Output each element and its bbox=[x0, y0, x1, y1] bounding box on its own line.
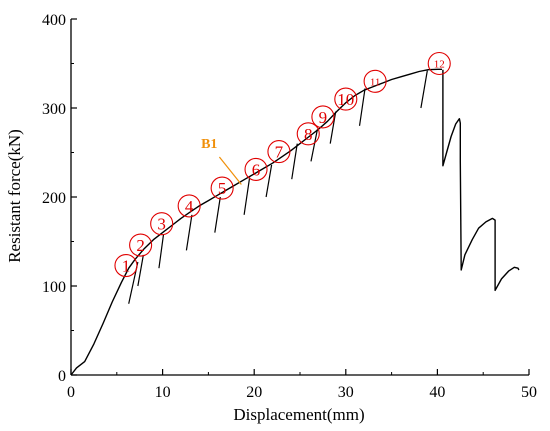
y-tick-label-0: 0 bbox=[58, 368, 66, 385]
marker-circle-9 bbox=[311, 105, 335, 129]
callout-leader-line bbox=[218, 156, 242, 185]
marker-label-4: 4 bbox=[185, 197, 194, 216]
y-tick-label-300: 300 bbox=[42, 101, 66, 118]
x-tick-label-40: 40 bbox=[429, 384, 445, 401]
marker-label-2: 2 bbox=[136, 236, 145, 255]
axes: 0 10 20 30 40 50 0 100 200 300 400 bbox=[42, 12, 537, 401]
series-line-segment-1 bbox=[70, 68, 442, 376]
crack-tick-4 bbox=[185, 214, 193, 251]
marker-label-8: 8 bbox=[304, 125, 313, 144]
marker-circle-6 bbox=[244, 157, 268, 181]
crack-tick-2 bbox=[137, 254, 144, 287]
crack-tick-10 bbox=[329, 111, 337, 144]
marker-label-9: 9 bbox=[319, 108, 328, 127]
marker-label-7: 7 bbox=[275, 143, 284, 162]
marker-circle-1 bbox=[114, 253, 138, 278]
marker-circle-10 bbox=[334, 87, 358, 111]
marker-circle-4 bbox=[177, 194, 201, 218]
marker-circle-8 bbox=[296, 122, 320, 146]
marker-label-1: 1 bbox=[122, 257, 131, 276]
x-tick-label-0: 0 bbox=[67, 384, 75, 401]
crack-tick-11 bbox=[358, 88, 366, 126]
y-tick-label-100: 100 bbox=[42, 279, 66, 296]
marker-circle-11 bbox=[363, 69, 387, 93]
marker-label-6: 6 bbox=[252, 160, 261, 179]
x-tick-label-20: 20 bbox=[246, 384, 262, 401]
marker-label-12: 12 bbox=[434, 59, 445, 71]
crack-tick-3 bbox=[158, 234, 165, 269]
marker-label-11: 11 bbox=[370, 76, 381, 88]
callout-label: B1 bbox=[201, 137, 217, 152]
x-tick-label-30: 30 bbox=[338, 384, 354, 401]
x-tick-label-50: 50 bbox=[521, 384, 537, 401]
series-line-segment-2 bbox=[442, 69, 520, 292]
crack-tick-6 bbox=[243, 177, 251, 215]
marker-label-3: 3 bbox=[157, 215, 166, 234]
marker-label-10: 10 bbox=[337, 90, 354, 109]
x-axis-title: Displacement(mm) bbox=[233, 405, 364, 424]
crack-tick-8 bbox=[291, 143, 298, 180]
y-axis-title: Resistant force(kN) bbox=[5, 129, 24, 263]
crack-tick-7 bbox=[265, 164, 273, 198]
marker-circle-5 bbox=[210, 176, 234, 200]
y-tick-label-200: 200 bbox=[42, 190, 66, 207]
x-tick-label-10: 10 bbox=[155, 384, 171, 401]
marker-circle-12 bbox=[427, 51, 451, 76]
crack-tick-9 bbox=[310, 129, 318, 162]
crack-tick-12 bbox=[420, 70, 428, 109]
y-tick-label-400: 400 bbox=[42, 12, 66, 29]
marker-circle-3 bbox=[150, 212, 174, 236]
marker-circle-7 bbox=[267, 140, 291, 164]
crack-tick-5 bbox=[214, 196, 221, 233]
marker-label-5: 5 bbox=[218, 179, 227, 198]
marker-circle-2 bbox=[129, 233, 153, 257]
